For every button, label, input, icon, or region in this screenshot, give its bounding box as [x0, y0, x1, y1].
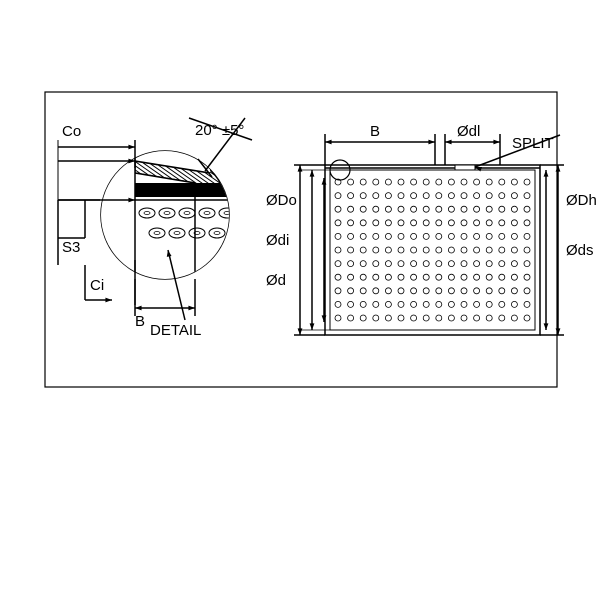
label-B-left: B — [135, 313, 145, 330]
label-phi-Dh: ØDh — [566, 192, 597, 209]
detail-view: 20° ±5° Co S3 Ci B DETAIL — [58, 118, 257, 339]
diagram-container: { "type": "engineering-diagram", "canvas… — [0, 0, 600, 600]
label-S3: S3 — [62, 239, 80, 256]
label-phi-Do: ØDo — [266, 192, 297, 209]
label-phi-d: Ød — [266, 272, 286, 289]
label-B-right: B — [370, 123, 380, 140]
label-Ci: Ci — [90, 277, 104, 294]
split-slot — [455, 165, 475, 170]
diagram-svg: 20° ±5° Co S3 Ci B DETAIL B Ødl SPLIT ØDo Ødi Ød Øds… — [0, 0, 600, 600]
label-split: SPLIT — [512, 135, 554, 152]
label-Co: Co — [62, 123, 81, 140]
label-phi-di: Ødi — [266, 232, 289, 249]
label-phi-ds: Øds — [566, 242, 594, 259]
angle-label: 20° ±5° — [195, 122, 244, 139]
right-view: B Ødl SPLIT ØDo Ødi Ød Øds ØDh — [266, 123, 597, 335]
label-detail: DETAIL — [150, 322, 201, 339]
label-phi-dl: Ødl — [457, 123, 480, 140]
